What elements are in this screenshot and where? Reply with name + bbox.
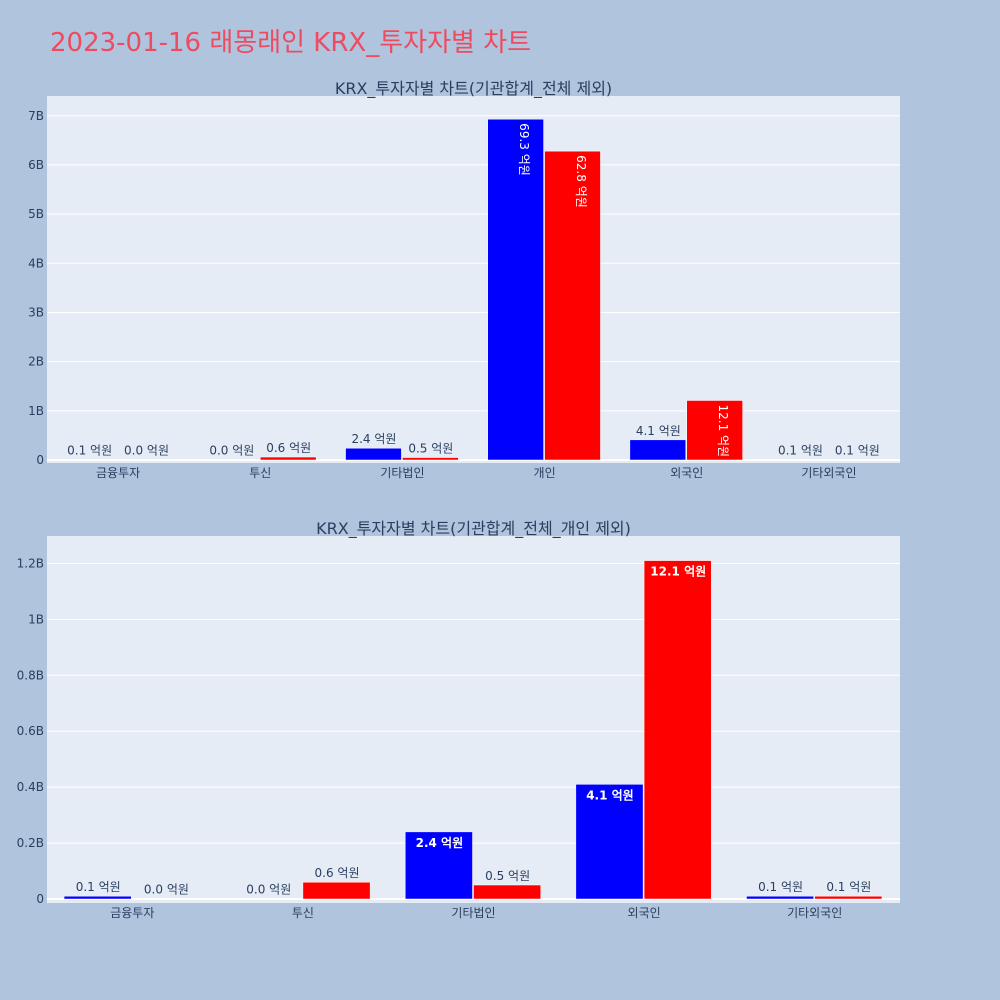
bar-blue: [771, 459, 829, 461]
x-tick-label: 투신: [249, 466, 271, 480]
x-tick-label: 개인: [534, 466, 556, 480]
data-label: 0.0 억원: [124, 444, 169, 458]
y-tick-label: 0.2B: [17, 836, 44, 850]
bar-red: [473, 884, 541, 900]
bar-red: [260, 456, 317, 461]
y-tick-label: 1B: [28, 404, 44, 418]
bar-red: [686, 400, 743, 461]
bar-red: [132, 898, 200, 900]
y-tick-label: 4B: [28, 256, 44, 270]
y-tick-label: 1B: [28, 612, 44, 626]
data-label: 4.1 억원: [586, 788, 634, 802]
x-tick-label: 외국인: [628, 906, 661, 920]
bar-red: [828, 459, 886, 461]
bar-blue: [746, 895, 814, 900]
plot-area: [47, 536, 900, 903]
x-tick-label: 금융투자: [96, 466, 140, 480]
data-label: 0.6 억원: [315, 866, 360, 880]
data-label: 0.0 억원: [209, 444, 254, 458]
bar-blue: [63, 895, 132, 900]
data-label: 0.0 억원: [246, 883, 291, 897]
x-tick-label: 기타외국인: [787, 906, 842, 920]
bar-red: [302, 881, 371, 900]
bar-red: [643, 560, 712, 900]
bar-red: [117, 459, 175, 461]
chart-title: KRX_투자자별 차트(기관합계_전체_개인 제외): [316, 519, 631, 539]
data-label: 0.1 억원: [67, 444, 112, 458]
plot-area: [47, 96, 900, 463]
chart-title: KRX_투자자별 차트(기관합계_전체 제외): [335, 79, 612, 99]
y-tick-label: 0.4B: [17, 780, 44, 794]
data-label: 12.1 억원: [716, 404, 730, 457]
page-title: 2023-01-16 래몽래인 KRX_투자자별 차트: [50, 28, 532, 58]
y-tick-label: 7B: [28, 109, 44, 123]
bar-blue: [487, 118, 544, 461]
y-tick-label: 2B: [28, 355, 44, 369]
data-label: 0.1 억원: [826, 880, 871, 894]
bar-blue: [575, 784, 644, 900]
data-label: 0.1 억원: [778, 444, 823, 458]
bar-blue: [60, 459, 118, 461]
data-label: 0.5 억원: [485, 869, 530, 883]
y-tick-label: 5B: [28, 207, 44, 221]
data-label: 2.4 억원: [351, 432, 396, 446]
x-tick-label: 기타외국인: [801, 466, 856, 480]
data-label: 2.4 억원: [416, 836, 464, 850]
y-tick-label: 0.8B: [17, 668, 44, 682]
data-label: 0.6 억원: [266, 441, 311, 455]
y-tick-label: 1.2B: [17, 556, 44, 570]
data-label: 4.1 억원: [636, 424, 681, 438]
bar-blue: [629, 439, 687, 461]
y-tick-label: 0.6B: [17, 724, 44, 738]
bar-blue: [234, 898, 303, 900]
data-label: 62.8 억원: [574, 155, 588, 208]
bar-red: [402, 457, 459, 461]
y-tick-label: 6B: [28, 158, 44, 172]
bar-blue: [203, 459, 260, 461]
data-label: 0.1 억원: [76, 880, 121, 894]
y-tick-label: 0: [36, 892, 44, 906]
y-tick-label: 3B: [28, 305, 44, 319]
data-label: 0.1 억원: [758, 880, 803, 894]
data-label: 0.1 억원: [835, 444, 880, 458]
data-label: 69.3 억원: [517, 123, 531, 176]
bar-red: [544, 150, 601, 461]
data-label: 12.1 억원: [650, 565, 706, 579]
bar-red: [814, 895, 883, 900]
x-tick-label: 외국인: [670, 466, 703, 480]
bar-blue: [405, 831, 473, 900]
y-tick-label: 0: [36, 453, 44, 467]
x-tick-label: 금융투자: [110, 906, 154, 920]
data-label: 0.5 억원: [408, 442, 453, 456]
data-label: 0.0 억원: [144, 883, 189, 897]
x-tick-label: 기타법인: [380, 466, 424, 480]
x-tick-label: 투신: [292, 906, 314, 920]
bar-blue: [345, 447, 402, 461]
x-tick-label: 기타법인: [451, 906, 495, 920]
